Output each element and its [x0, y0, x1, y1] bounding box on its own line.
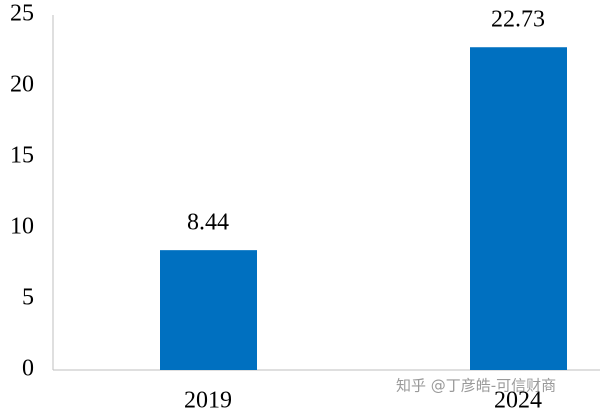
data-label: 8.44: [187, 210, 229, 236]
data-label: 22.73: [491, 7, 545, 33]
watermark: 知乎 @丁彦皓-可信财商: [396, 377, 556, 395]
bar: [160, 250, 257, 370]
y-tick-label: 10: [10, 214, 34, 240]
x-tick-label: 2024: [494, 388, 542, 414]
bar: [470, 47, 567, 370]
y-tick-label: 20: [10, 72, 34, 98]
y-tick-label: 25: [10, 1, 34, 27]
y-tick-label: 0: [22, 356, 34, 382]
y-tick-label: 5: [22, 285, 34, 311]
y-tick-label: 15: [10, 143, 34, 169]
x-tick-label: 2019: [184, 388, 232, 414]
